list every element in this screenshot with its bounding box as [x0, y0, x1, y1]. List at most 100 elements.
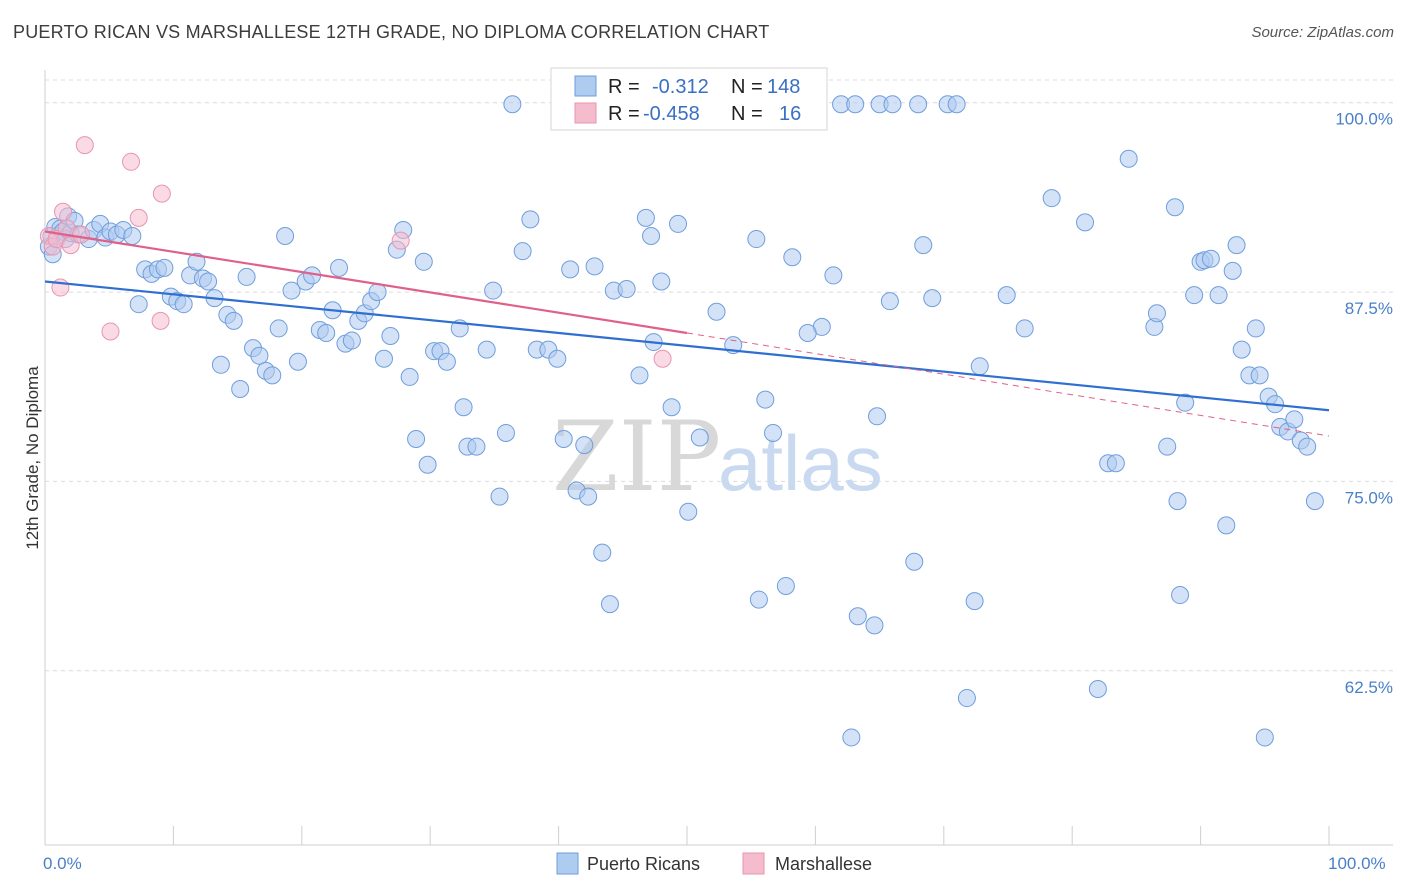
marshallese-point	[152, 184, 171, 203]
puerto-ricans-point	[418, 455, 437, 474]
legend-r-label-2: R =	[608, 103, 640, 125]
puerto-ricans-point	[400, 367, 419, 386]
puerto-ricans-point	[521, 210, 540, 229]
puerto-ricans-point	[237, 267, 256, 286]
marshallese-points	[39, 136, 672, 368]
marshallese-trend-line	[44, 230, 688, 335]
watermark-atlas: atlas	[718, 419, 883, 507]
puerto-ricans-point	[484, 281, 503, 300]
puerto-ricans-point	[848, 607, 867, 626]
puerto-ricans-point	[880, 292, 899, 311]
puerto-ricans-point	[756, 390, 775, 409]
puerto-ricans-point	[652, 272, 671, 291]
puerto-ricans-point	[1106, 454, 1125, 473]
puerto-ricans-point	[199, 272, 218, 291]
puerto-ricans-point	[593, 543, 612, 562]
puerto-ricans-point	[467, 437, 486, 456]
puerto-ricans-point	[865, 616, 884, 635]
puerto-ricans-point	[513, 242, 532, 261]
puerto-ricans-points	[39, 95, 1324, 747]
puerto-ricans-point	[1285, 410, 1304, 429]
y-tick-label: 62.5%	[1345, 678, 1393, 697]
puerto-ricans-point	[231, 380, 250, 399]
puerto-ricans-point	[437, 352, 456, 371]
puerto-ricans-point	[642, 227, 661, 246]
marshallese-point	[53, 202, 72, 221]
x-tick-marks	[44, 826, 1330, 845]
puerto-ricans-point	[561, 260, 580, 279]
puerto-ricans-point	[224, 311, 243, 330]
puerto-ricans-point	[636, 208, 655, 227]
legend-r-label-1: R =	[608, 76, 640, 98]
puerto-ricans-point	[123, 227, 142, 246]
puerto-ricans-point	[1217, 516, 1236, 535]
puerto-ricans-point	[490, 487, 509, 506]
puerto-ricans-point	[600, 595, 619, 614]
x-tick-label-max: 100.0%	[1328, 854, 1386, 873]
y-axis-label: 12th Grade, No Diploma	[23, 366, 42, 550]
marshallese-point	[129, 208, 148, 227]
puerto-ricans-point	[1147, 304, 1166, 323]
legend-n-value-1: 148	[767, 76, 800, 98]
puerto-ricans-point	[1088, 679, 1107, 698]
legend-n-label-2: N =	[731, 103, 763, 125]
y-tick-labels: 62.5% 75.0% 87.5% 100.0%	[1335, 110, 1393, 697]
bottom-legend-label-puerto-ricans: Puerto Ricans	[587, 854, 700, 874]
puerto-ricans-point	[783, 248, 802, 267]
bottom-legend-swatch-puerto-ricans	[556, 852, 579, 875]
puerto-ricans-point	[1158, 437, 1177, 456]
marshallese-point	[75, 136, 94, 155]
puerto-ricans-point	[250, 346, 269, 365]
puerto-ricans-point	[174, 295, 193, 314]
puerto-ricans-point	[957, 689, 976, 708]
puerto-ricans-point	[1209, 286, 1228, 305]
puerto-ricans-point	[554, 430, 573, 449]
puerto-ricans-trend-line	[44, 280, 1330, 412]
puerto-ricans-point	[414, 252, 433, 271]
puerto-ricans-point	[477, 340, 496, 359]
puerto-ricans-point	[824, 266, 843, 285]
puerto-ricans-point	[496, 423, 515, 442]
legend-r-value-2: -0.458	[643, 103, 700, 125]
puerto-ricans-point	[288, 352, 307, 371]
puerto-ricans-point	[1201, 249, 1220, 268]
puerto-ricans-point	[846, 95, 865, 114]
puerto-ricans-point	[548, 349, 567, 368]
marshallese-point	[71, 225, 90, 244]
puerto-ricans-point	[764, 423, 783, 442]
puerto-ricans-point	[187, 252, 206, 271]
puerto-ricans-point	[276, 227, 295, 246]
puerto-ricans-point	[407, 430, 426, 449]
chart-title: PUERTO RICAN VS MARSHALLESE 12TH GRADE, …	[13, 22, 770, 42]
puerto-ricans-point	[381, 327, 400, 346]
legend-box: R = -0.312 N = 148 R = -0.458 N = 16	[550, 67, 828, 131]
marshallese-point	[653, 349, 672, 368]
puerto-ricans-point	[155, 258, 174, 277]
watermark: ZIP atlas	[552, 401, 883, 513]
puerto-ricans-point	[690, 428, 709, 447]
puerto-ricans-point	[997, 286, 1016, 305]
puerto-ricans-point	[883, 95, 902, 114]
puerto-ricans-point	[1298, 437, 1317, 456]
puerto-ricans-point	[617, 280, 636, 299]
y-tick-label: 75.0%	[1345, 488, 1393, 507]
legend-swatch-marshallese	[574, 102, 597, 124]
puerto-ricans-point	[1076, 213, 1095, 232]
puerto-ricans-point	[129, 295, 148, 314]
puerto-ricans-point	[1176, 393, 1195, 412]
marshallese-point	[101, 322, 120, 341]
marshallese-point	[122, 152, 141, 171]
puerto-ricans-point	[842, 728, 861, 747]
puerto-ricans-point	[1185, 286, 1204, 305]
puerto-ricans-point	[1255, 728, 1274, 747]
puerto-ricans-point	[330, 258, 349, 277]
puerto-ricans-point	[1223, 261, 1242, 280]
y-tick-label: 100.0%	[1335, 110, 1393, 129]
puerto-ricans-point	[965, 592, 984, 611]
puerto-ricans-point	[575, 436, 594, 455]
puerto-ricans-point	[1168, 492, 1187, 511]
legend-n-value-2: 16	[779, 103, 801, 125]
puerto-ricans-point	[662, 398, 681, 417]
trend-lines	[44, 230, 1330, 437]
